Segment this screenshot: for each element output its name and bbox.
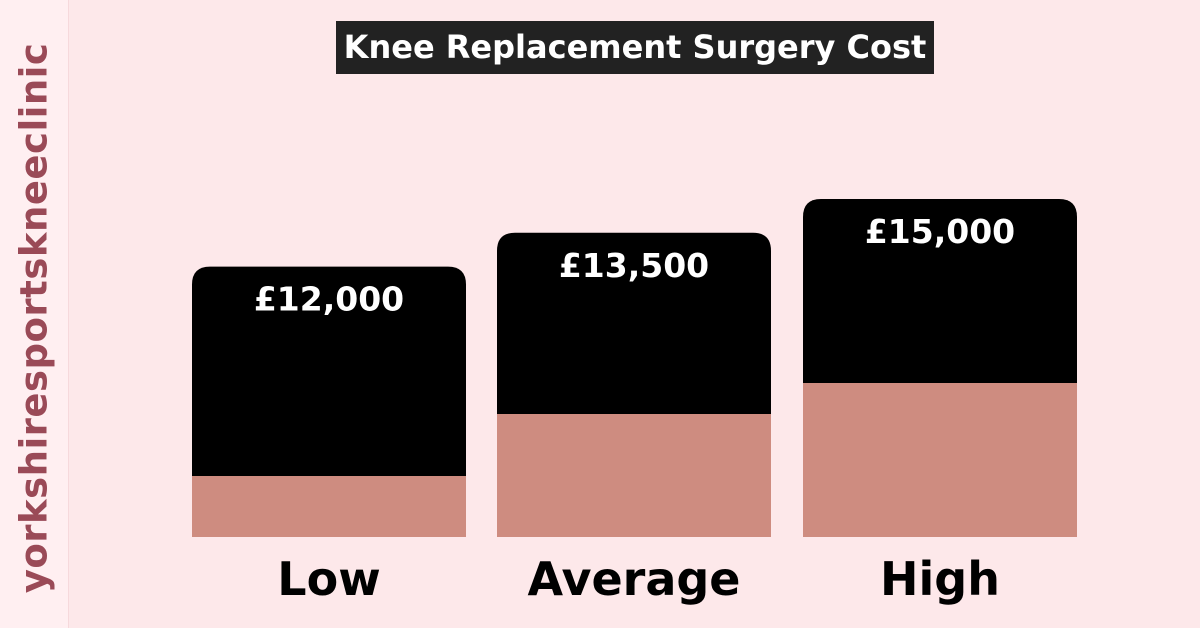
bar-low: £12,000 Low [192, 266, 466, 606]
bar-base-average [497, 414, 771, 537]
bar-high: £15,000 High [803, 199, 1077, 606]
bar-base-low [192, 476, 466, 537]
category-label-high: High [880, 552, 1000, 606]
value-label-high: £15,000 [865, 212, 1015, 251]
side-strip: yorkshiresportskneeclinic [0, 0, 69, 628]
bar-cap-low [192, 266, 466, 476]
bar-base-high [803, 383, 1077, 537]
bar-cap-average [497, 232, 771, 414]
chart-title: Knee Replacement Surgery Cost [336, 21, 934, 74]
bar-average: £13,500 Average [497, 232, 771, 606]
category-label-average: Average [528, 552, 741, 606]
value-label-average: £13,500 [559, 246, 709, 285]
value-label-low: £12,000 [254, 280, 404, 319]
category-label-low: Low [277, 552, 380, 606]
bar-cap-high [803, 199, 1077, 383]
